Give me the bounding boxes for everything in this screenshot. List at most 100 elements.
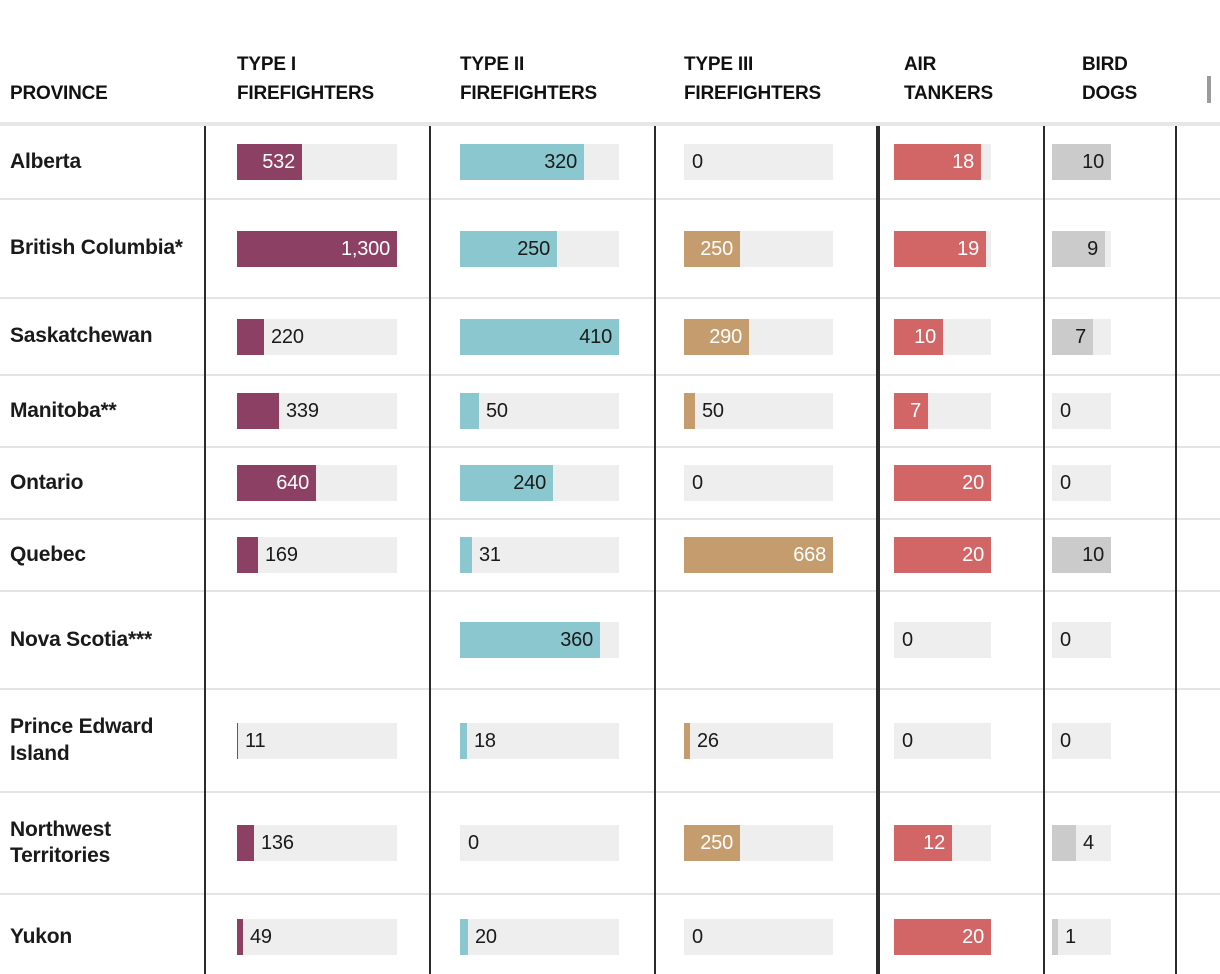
bar-fill-type1 — [237, 919, 243, 955]
table-header-row: PROVINCE TYPE I FIREFIGHTERS TYPE II FIR… — [0, 0, 1220, 122]
bar-cell-type3: 0 — [655, 895, 876, 974]
bar-track: 339 — [237, 393, 397, 429]
bar-track: 360 — [460, 622, 619, 658]
bar-cell-type1: 49 — [205, 895, 430, 974]
bar-cell-type2: 18 — [430, 690, 655, 791]
province-label: Quebec — [10, 542, 86, 566]
bar-cell-type2: 0 — [430, 793, 655, 893]
bar-value: 220 — [271, 325, 304, 348]
bar-cell-bird: 1 — [1044, 895, 1176, 974]
bar-cell-air: 19 — [876, 200, 1044, 297]
bar-cell-air: 0 — [876, 690, 1044, 791]
bar-track: 50 — [684, 393, 833, 429]
bar-fill-bird — [1052, 919, 1058, 955]
table-row: Saskatchewan 220 410 290 10 7 — [0, 299, 1220, 376]
bar-cell-type3: 250 — [655, 793, 876, 893]
bar-fill-type1 — [237, 465, 316, 501]
bar-cell-air: 20 — [876, 448, 1044, 518]
header-rule — [0, 122, 1220, 126]
bar-value: 360 — [560, 629, 593, 651]
bar-cell-bird: 0 — [1044, 690, 1176, 791]
bar-cell-bird: 9 — [1044, 200, 1176, 297]
bar-track: 7 — [1052, 318, 1111, 355]
bar-value: 18 — [474, 729, 496, 752]
bar-value: 668 — [793, 544, 826, 566]
bar-fill-type2 — [460, 393, 479, 429]
column-header-type2-firefighters: TYPE II FIREFIGHTERS — [460, 54, 597, 104]
bar-value: 18 — [952, 151, 974, 173]
bar-cell-type2: 250 — [430, 200, 655, 297]
bar-cell-type3: 50 — [655, 376, 876, 446]
bar-value: 1 — [1065, 926, 1076, 948]
table-row: Yukon 49 20 0 20 1 — [0, 895, 1220, 974]
bar-track: 12 — [894, 825, 991, 861]
bar-cell-type2: 240 — [430, 448, 655, 518]
bar-value: 640 — [276, 472, 309, 494]
bar-value: 250 — [700, 237, 733, 260]
bar-value: 49 — [250, 926, 272, 948]
bar-fill-type1 — [237, 393, 279, 429]
bar-cell-type2: 31 — [430, 520, 655, 590]
bar-fill-type2 — [460, 465, 553, 501]
bar-fill-type2 — [460, 144, 584, 180]
province-label: Ontario — [10, 470, 84, 494]
bar-cell-air: 7 — [876, 376, 1044, 446]
bar-fill-type2 — [460, 318, 619, 355]
bar-value: 339 — [286, 400, 319, 422]
bar-value: 9 — [1087, 237, 1098, 260]
bar-track: 50 — [460, 393, 619, 429]
bar-value: 20 — [962, 544, 984, 566]
bar-track: 1,300 — [237, 230, 397, 267]
bar-track: 0 — [684, 144, 833, 180]
bar-value: 0 — [902, 629, 913, 651]
bar-cell-type2: 320 — [430, 126, 655, 198]
column-divider-type1 — [204, 126, 206, 974]
column-divider-cutoff — [1175, 126, 1177, 974]
table-row: Northwest Territories 136 0 250 12 4 — [0, 793, 1220, 895]
bar-track: 4 — [1052, 825, 1111, 861]
bar-cell-type1: 339 — [205, 376, 430, 446]
bar-cell-bird: 0 — [1044, 592, 1176, 688]
bar-value: 0 — [902, 729, 913, 752]
bar-fill-type3 — [684, 722, 690, 759]
table-row: Alberta 532 320 0 18 10 — [0, 126, 1220, 200]
bar-value: 50 — [702, 400, 724, 422]
province-label: Manitoba** — [10, 398, 117, 422]
column-header-province-label: PROVINCE — [10, 82, 108, 104]
bar-track: 20 — [460, 919, 619, 955]
bar-track: 1 — [1052, 919, 1111, 955]
bar-fill-type2 — [460, 230, 557, 267]
bar-cell-type1: 220 — [205, 299, 430, 374]
bar-track: 10 — [1052, 144, 1111, 180]
bar-value: 4 — [1083, 832, 1094, 854]
bar-track: 0 — [684, 919, 833, 955]
bar-fill-air — [894, 230, 986, 267]
bar-track: 250 — [684, 825, 833, 861]
bar-fill-type3 — [684, 230, 740, 267]
bar-cell-type2: 410 — [430, 299, 655, 374]
bar-fill-air — [894, 825, 952, 861]
bar-value: 7 — [1075, 325, 1086, 348]
bar-cell-type1: 136 — [205, 793, 430, 893]
bar-fill-bird — [1052, 230, 1105, 267]
bar-value: 0 — [692, 151, 703, 173]
bar-track: 20 — [894, 465, 991, 501]
bar-track: 31 — [460, 537, 619, 573]
bar-cell-bird: 0 — [1044, 448, 1176, 518]
bar-fill-type3 — [684, 537, 833, 573]
table-row: British Columbia* 1,300 250 250 19 9 — [0, 200, 1220, 299]
bar-cell-type3: 0 — [655, 126, 876, 198]
bar-fill-type1 — [237, 230, 397, 267]
bar-cell-air: 10 — [876, 299, 1044, 374]
bar-value: 20 — [475, 926, 497, 948]
bar-cell-type2: 360 — [430, 592, 655, 688]
bar-value: 50 — [486, 400, 508, 422]
bar-value: 169 — [265, 544, 298, 566]
bar-track: 20 — [894, 919, 991, 955]
bar-track: 240 — [460, 465, 619, 501]
bar-fill-bird — [1052, 318, 1093, 355]
bar-track: 668 — [684, 537, 833, 573]
bar-track: 19 — [894, 230, 991, 267]
bar-fill-type1 — [237, 144, 302, 180]
